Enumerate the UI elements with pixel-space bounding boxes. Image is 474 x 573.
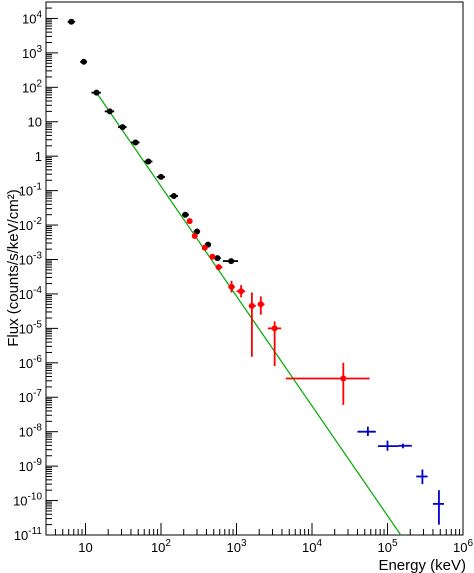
x-tick-label: 10 — [78, 540, 92, 555]
fit-line-segment — [96, 92, 402, 536]
x-tick-label: 105 — [377, 538, 397, 555]
data-point — [215, 264, 222, 271]
data-point — [157, 173, 164, 180]
data-point — [228, 283, 235, 290]
y-tick-label: 10-4 — [19, 285, 43, 302]
y-tick-label: 102 — [22, 78, 42, 95]
y-tick-label: 10-7 — [19, 388, 43, 405]
data-point — [119, 124, 126, 131]
y-tick-label: 10-11 — [14, 526, 43, 543]
data-point — [132, 139, 139, 146]
x-tick-label: 104 — [302, 538, 322, 555]
data-point — [106, 108, 113, 115]
y-tick-label: 103 — [22, 44, 42, 61]
y-tick-label: 10-6 — [19, 354, 43, 371]
fit-line — [96, 92, 402, 536]
x-axis-label: Energy (keV) — [378, 557, 466, 573]
x-axis-ticks: 10 102 103 104 105 106 — [78, 523, 473, 555]
data-point — [340, 375, 347, 382]
data-point — [93, 89, 100, 96]
data-point — [214, 255, 221, 262]
data-point — [271, 325, 278, 332]
data-point — [209, 253, 216, 260]
y-axis-label: Flux (counts/s/keV/cm²) — [5, 189, 22, 347]
y-tick-label: 10-5 — [19, 319, 43, 336]
data-point — [80, 58, 87, 65]
data-point — [194, 228, 201, 235]
plot-frame — [45, 1, 464, 536]
series-3 — [357, 426, 444, 525]
data-point — [170, 192, 177, 199]
data-point — [182, 211, 189, 218]
data-point — [145, 158, 152, 165]
y-axis-ticks: 10410310210110-110-210-310-410-510-610-7… — [13, 9, 58, 543]
y-tick-label: 104 — [22, 9, 42, 26]
data-point — [186, 218, 193, 225]
data-point — [191, 233, 198, 240]
y-tick-label: 1 — [35, 149, 42, 164]
y-tick-label: 10 — [28, 115, 42, 130]
x-tick-label: 106 — [453, 538, 473, 555]
series-2 — [186, 218, 370, 405]
data-point — [248, 302, 255, 309]
y-tick-label: 10-9 — [19, 457, 43, 474]
x-tick-label: 102 — [151, 538, 171, 555]
data-point — [68, 18, 75, 25]
data-series — [67, 18, 444, 525]
y-tick-label: 10-2 — [19, 216, 43, 233]
x-tick-label: 103 — [226, 538, 246, 555]
y-tick-label: 10-3 — [19, 250, 43, 267]
y-tick-label: 10-8 — [19, 423, 43, 440]
data-point — [228, 258, 235, 265]
data-point — [257, 301, 264, 308]
y-tick-label: 10-1 — [19, 182, 43, 199]
y-tick-label: 10-10 — [13, 492, 42, 509]
data-point — [238, 288, 245, 295]
series-1 — [67, 18, 239, 265]
minor-ticks — [45, 1, 461, 535]
data-point — [201, 244, 208, 251]
